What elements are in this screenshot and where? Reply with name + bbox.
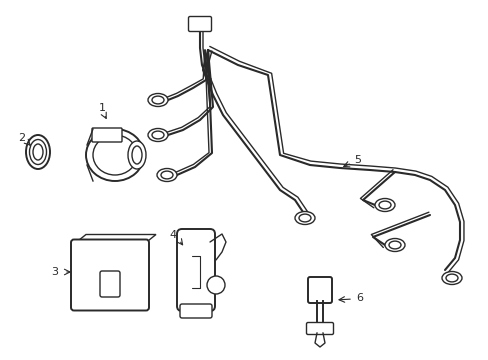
Ellipse shape [33,144,43,160]
FancyBboxPatch shape [177,229,215,311]
Text: 1: 1 [98,103,105,113]
Text: 3: 3 [51,267,59,277]
FancyBboxPatch shape [71,239,149,310]
Polygon shape [76,234,156,243]
Circle shape [206,276,224,294]
FancyBboxPatch shape [92,128,122,142]
Ellipse shape [86,129,143,181]
FancyBboxPatch shape [100,271,120,297]
Ellipse shape [26,135,50,169]
FancyBboxPatch shape [188,17,211,32]
FancyBboxPatch shape [307,277,331,303]
Ellipse shape [93,135,137,175]
Ellipse shape [374,198,394,212]
Ellipse shape [441,271,461,284]
Ellipse shape [29,139,46,165]
Ellipse shape [128,141,146,169]
Text: 6: 6 [356,293,363,303]
Ellipse shape [157,168,177,181]
Ellipse shape [384,238,404,252]
FancyBboxPatch shape [180,304,212,318]
Ellipse shape [148,94,168,107]
Text: 2: 2 [19,133,25,143]
FancyBboxPatch shape [306,323,333,334]
Ellipse shape [148,129,168,141]
Ellipse shape [294,212,314,225]
Text: 5: 5 [354,155,361,165]
Text: 4: 4 [169,230,176,240]
